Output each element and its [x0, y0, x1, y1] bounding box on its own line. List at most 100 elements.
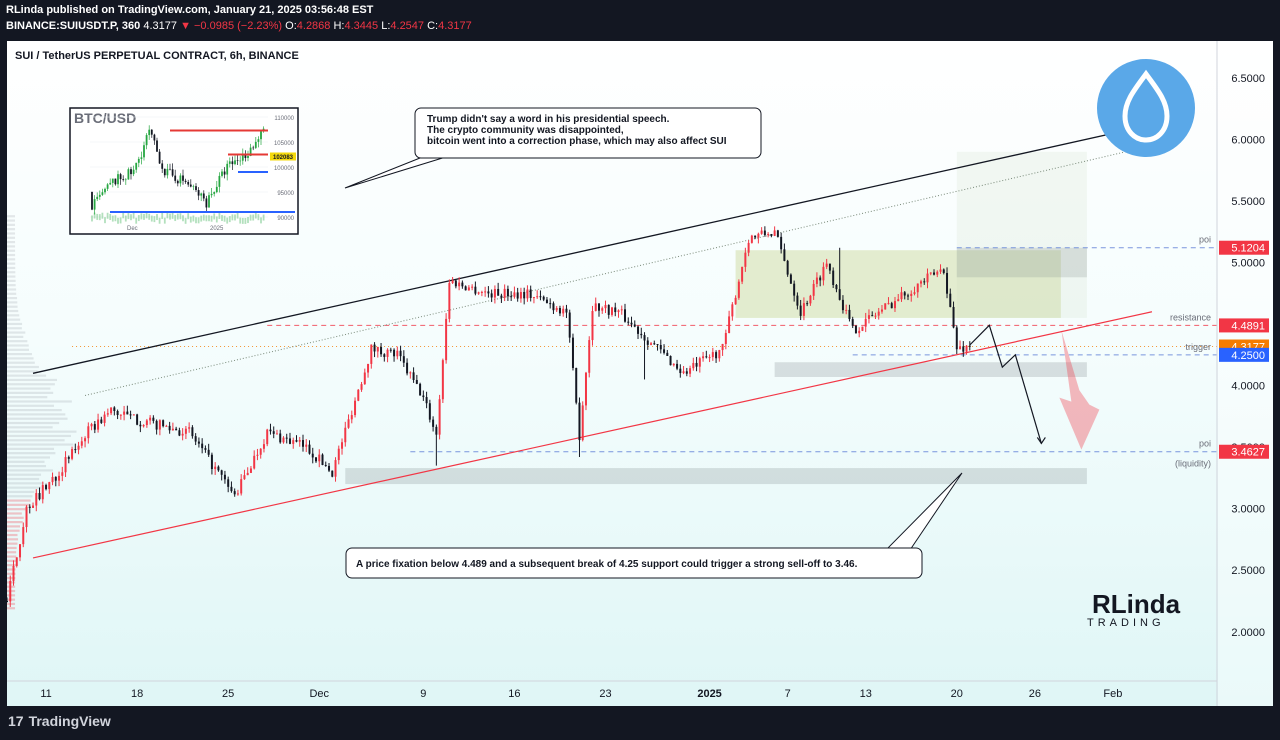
zone-fade	[956, 151, 1087, 318]
level-tag-bg-resistance	[1219, 318, 1269, 333]
candle-body	[939, 269, 942, 272]
candle-body	[188, 427, 191, 429]
candle-body	[61, 472, 64, 476]
footer-brand: TradingView	[28, 713, 111, 729]
top-note-pointer	[344, 155, 450, 189]
btc-inset-volume	[200, 215, 203, 222]
btc-inset-candle	[195, 186, 197, 191]
candle-body	[672, 363, 675, 366]
candle-body	[650, 343, 653, 345]
candle-body	[357, 389, 360, 401]
btc-inset-volume	[127, 213, 130, 220]
candle-body	[262, 444, 265, 449]
volume-profile-bar	[7, 602, 16, 606]
candle-body	[399, 350, 402, 357]
candle-body	[754, 235, 757, 238]
candle-body	[653, 343, 656, 345]
btc-inset-volume	[215, 216, 218, 223]
btc-inset-candle	[127, 169, 130, 180]
axes: 6.50006.00005.50005.00004.50004.00003.50…	[7, 41, 1273, 706]
btc-inset-volume	[163, 217, 166, 224]
btc-inset-candle	[189, 184, 192, 187]
level-side-label-resistance: resistance	[1170, 312, 1211, 322]
x-tick-label: 16	[508, 688, 520, 700]
candle-body	[949, 293, 952, 307]
candle-body	[162, 420, 165, 427]
candle-body	[825, 263, 828, 267]
btc-inset-volume	[184, 217, 187, 224]
chart-title: SUI / TetherUS PERPETUAL CONTRACT, 6h, B…	[15, 50, 299, 62]
volume-profile-bar	[7, 409, 62, 412]
x-tick-label: 20	[951, 688, 963, 700]
btc-inset-volume	[179, 213, 182, 220]
btc-inset-volume	[241, 217, 244, 224]
btc-inset-candle	[166, 168, 169, 176]
volume-profile-bar	[7, 555, 17, 558]
candle-body	[425, 397, 428, 404]
x-tick-label: Feb	[1103, 688, 1122, 700]
volume-profile-bar	[7, 374, 47, 377]
candle-body	[380, 346, 383, 355]
candle-body	[692, 362, 695, 369]
candle-body	[432, 419, 435, 427]
candle-body	[204, 448, 207, 450]
candle-body	[620, 309, 623, 311]
btc-inset-candle	[179, 175, 182, 184]
volume-profile-bar	[7, 301, 18, 304]
x-tick-label: 18	[131, 688, 143, 700]
btc-inset-volume	[98, 214, 101, 221]
chart-canvas[interactable]: poi resistance trigger poi (liquidity) Trump…	[7, 41, 1273, 706]
candle-body	[207, 449, 210, 455]
btc-inset-candle	[226, 163, 229, 175]
zone-poi-upper	[956, 247, 1087, 278]
candle-body	[682, 371, 685, 374]
candle-body	[679, 368, 682, 374]
candle-body	[25, 506, 28, 528]
candle-body	[288, 438, 291, 444]
candle-body	[116, 410, 119, 416]
rlinda-logo-subtext: TRADING	[1087, 617, 1165, 629]
candle-body	[217, 466, 220, 471]
candle-body	[497, 288, 500, 296]
candle-body	[223, 474, 226, 480]
volume-profile-bar	[7, 253, 16, 257]
volume-profile-bar	[7, 495, 33, 498]
btc-inset-volume	[161, 212, 164, 219]
volume-profile-bar	[7, 297, 18, 300]
candle-body	[28, 506, 31, 508]
level-tag-bg-poi	[1219, 444, 1269, 459]
candle-body	[139, 424, 142, 427]
candle-body	[936, 271, 939, 275]
btc-inset-volume	[195, 217, 197, 224]
btc-inset-volume	[158, 217, 161, 224]
candle-body	[428, 403, 431, 420]
candle-body	[103, 414, 106, 423]
volume-profile-bar	[7, 314, 20, 317]
btc-inset-candle	[130, 169, 132, 175]
candle-body	[965, 345, 968, 352]
volume-profile-bar	[7, 477, 40, 481]
volume-profile-bar	[7, 396, 48, 399]
symbol-label: BINANCE:SUIUSDT.P, 360	[6, 20, 141, 32]
candle-body	[311, 453, 314, 458]
chart-pane[interactable]: SUI / TetherUS PERPETUAL CONTRACT, 6h, B…	[7, 41, 1273, 706]
level-tag-poi: 3.4627	[1231, 447, 1265, 459]
candle-body	[321, 454, 324, 466]
candle-body	[35, 493, 38, 506]
btc-inset-x-tick: Dec	[127, 226, 138, 232]
btc-inset-candle	[163, 168, 166, 176]
candle-body	[897, 299, 900, 302]
candle-body	[441, 360, 444, 400]
candle-body	[236, 493, 239, 495]
candle-body	[243, 475, 246, 480]
btc-inset-candle	[132, 169, 135, 175]
volume-profile-bar	[7, 499, 31, 502]
volume-profile-bar	[7, 271, 16, 274]
symbol-line: BINANCE:SUIUSDT.P, 360 4.3177 ▼ −0.0985 …	[6, 20, 472, 32]
volume-profile-bar	[7, 387, 51, 390]
candle-body	[48, 482, 51, 490]
volume-profile-bar	[7, 378, 58, 382]
candle-body	[152, 417, 155, 421]
volume-profile-bar	[7, 516, 24, 519]
candle-body	[734, 297, 737, 305]
